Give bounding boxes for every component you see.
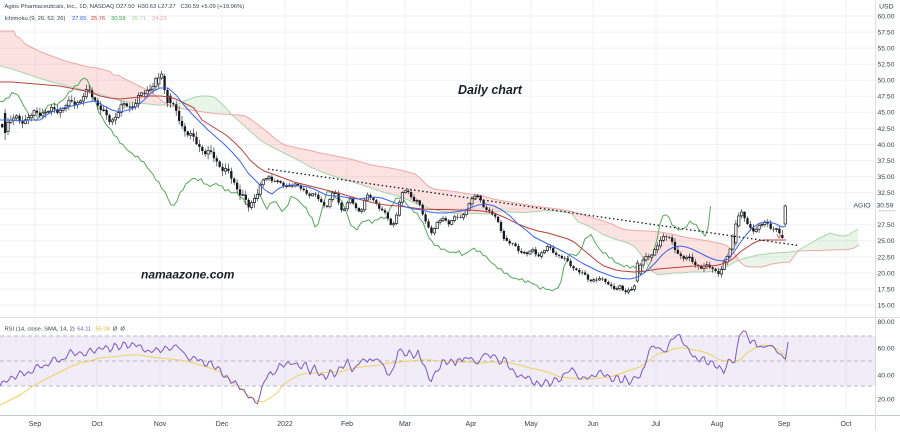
svg-text:20.00: 20.00	[877, 397, 894, 404]
svg-text:45.00: 45.00	[877, 110, 894, 117]
svg-text:80.00: 80.00	[877, 319, 894, 326]
svg-text:Agios Pharmaceuticals, Inc., 1: Agios Pharmaceuticals, Inc., 1D, NASDAQ	[5, 4, 115, 10]
svg-text:55.00: 55.00	[877, 46, 894, 53]
svg-text:Jun: Jun	[587, 421, 598, 428]
svg-text:60.00: 60.00	[877, 13, 894, 20]
svg-text:55.08: 55.08	[95, 327, 110, 333]
svg-text:O27.50: O27.50	[116, 4, 135, 10]
svg-text:30.59: 30.59	[111, 16, 126, 22]
svg-text:+5.09 (+19.96%): +5.09 (+19.96%)	[201, 4, 244, 10]
svg-text:Mar: Mar	[399, 421, 412, 428]
svg-text:Dec: Dec	[216, 421, 229, 428]
svg-text:25.00: 25.00	[877, 238, 894, 245]
svg-text:May: May	[524, 421, 538, 428]
svg-text:namaazone.com: namaazone.com	[141, 268, 235, 282]
svg-text:27.50: 27.50	[877, 222, 894, 229]
svg-text:30.59: 30.59	[876, 202, 893, 209]
svg-text:Sep: Sep	[778, 421, 791, 428]
svg-text:Ø Ø: Ø Ø	[113, 327, 126, 333]
svg-text:Apr: Apr	[466, 421, 478, 428]
svg-text:22.50: 22.50	[877, 254, 894, 261]
svg-text:60.00: 60.00	[877, 346, 894, 353]
svg-text:64.11: 64.11	[77, 327, 91, 333]
svg-text:47.50: 47.50	[877, 94, 894, 101]
svg-text:26.71: 26.71	[132, 16, 147, 22]
svg-text:37.50: 37.50	[877, 158, 894, 165]
svg-text:52.50: 52.50	[877, 62, 894, 69]
svg-text:24.23: 24.23	[152, 16, 167, 22]
svg-text:AGIO: AGIO	[854, 202, 871, 209]
svg-text:USD: USD	[879, 4, 893, 11]
svg-text:50.00: 50.00	[877, 78, 894, 85]
svg-text:57.50: 57.50	[877, 29, 894, 36]
svg-text:Nov: Nov	[154, 421, 167, 428]
svg-text:27.65: 27.65	[72, 16, 87, 22]
svg-text:32.50: 32.50	[877, 190, 894, 197]
svg-text:Aug: Aug	[711, 421, 724, 428]
svg-text:L27.27: L27.27	[158, 4, 176, 10]
svg-text:25.76: 25.76	[91, 16, 106, 22]
svg-text:RSI (14, close, SMA, 14, 2): RSI (14, close, SMA, 14, 2)	[5, 327, 75, 333]
svg-text:42.50: 42.50	[877, 126, 894, 133]
svg-text:Ichimoku (9, 26, 52, 26): Ichimoku (9, 26, 52, 26)	[5, 16, 66, 22]
svg-text:Sep: Sep	[29, 421, 42, 428]
svg-text:15.00: 15.00	[877, 302, 894, 309]
svg-text:Oct: Oct	[841, 421, 852, 428]
svg-text:Jul: Jul	[652, 421, 661, 428]
svg-text:35.00: 35.00	[877, 174, 894, 181]
svg-text:2022: 2022	[277, 421, 293, 428]
svg-text:40.00: 40.00	[877, 142, 894, 149]
svg-text:20.00: 20.00	[877, 270, 894, 277]
svg-text:40.00: 40.00	[877, 372, 894, 379]
svg-text:Daily chart: Daily chart	[458, 83, 523, 97]
svg-text:Feb: Feb	[341, 421, 353, 428]
svg-text:C30.59: C30.59	[181, 4, 200, 10]
svg-text:H30.63: H30.63	[138, 4, 157, 10]
svg-text:Oct: Oct	[92, 421, 103, 428]
svg-text:17.50: 17.50	[877, 286, 894, 293]
